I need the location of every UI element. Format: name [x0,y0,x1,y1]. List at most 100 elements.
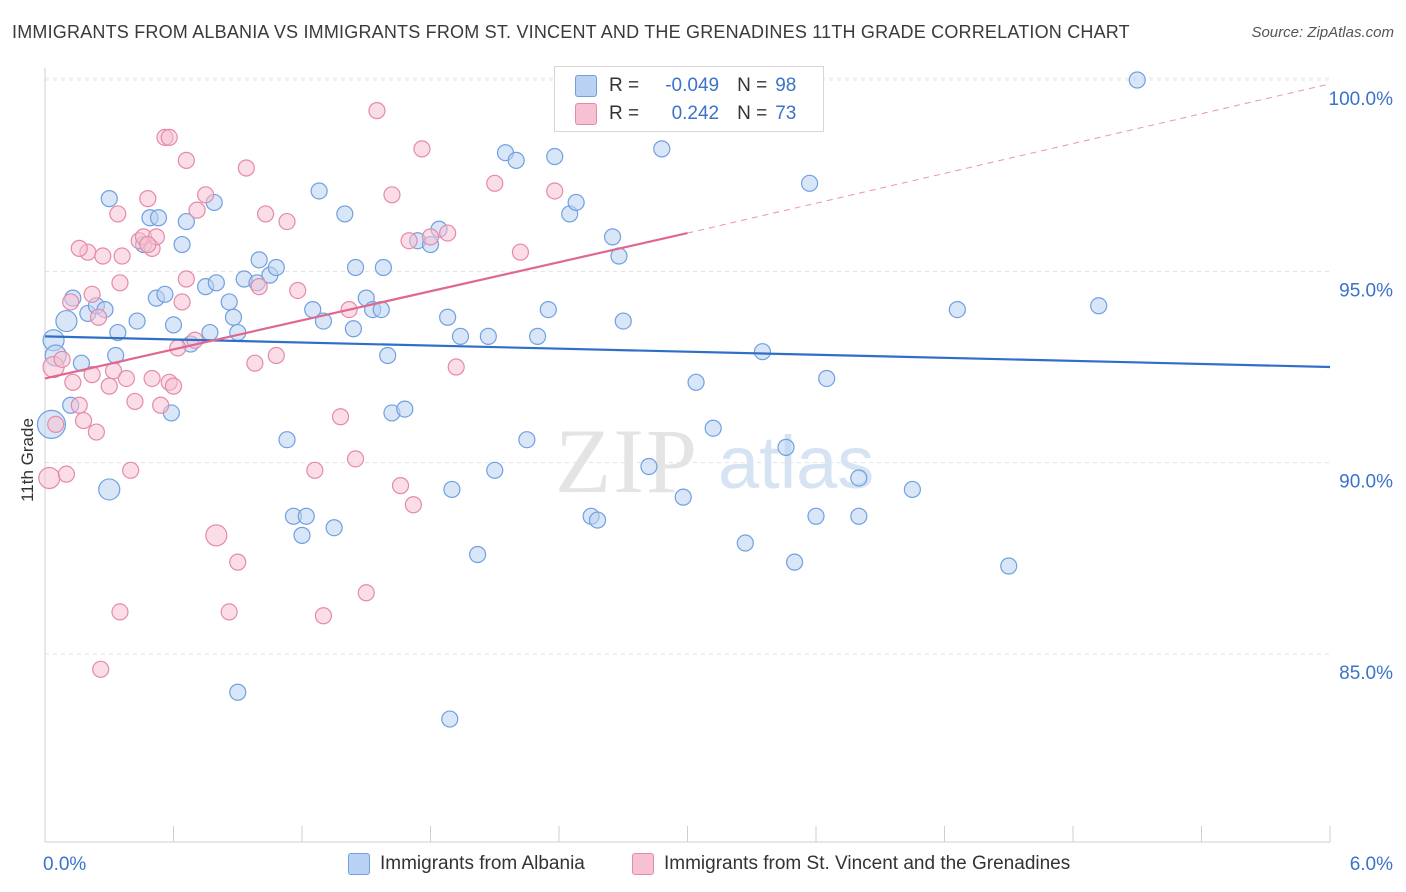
data-point [267,346,285,365]
data-point [903,480,921,499]
bottom-legend-albania: Immigrants from Albania [348,852,585,876]
data-point [177,270,195,288]
data-point [62,293,80,311]
data-point [220,603,238,621]
y-tick-label: 95.0% [1339,280,1393,301]
data-point [229,683,247,701]
r-value: -0.049 [665,75,720,96]
data-point [122,461,140,479]
data-point [278,212,296,231]
data-point [246,354,264,372]
r-value: 0.242 [671,103,720,124]
data-point [100,190,118,208]
data-point [207,274,225,292]
y-axis-title: 11th Grade [18,418,37,502]
stvincent-legend-label: Immigrants from St. Vincent and the Gren… [664,853,1071,874]
data-point [421,228,440,246]
data-point [149,209,168,227]
data-point [374,258,392,277]
data-point [278,431,296,449]
data-point [100,377,118,395]
data-point [74,411,93,430]
data-point [486,174,504,192]
data-point [439,308,457,326]
trend-line-albania [44,335,1331,369]
n-label: N = [737,103,768,124]
correlation-legend: R = -0.049 N = 98 R = 0.242 N = 73 [554,66,824,132]
data-point [704,419,722,437]
n-value: 98 [775,75,797,96]
data-point [87,423,106,441]
x-tick-label: 6.0% [1350,854,1393,875]
data-point [486,461,504,479]
data-point [220,293,238,311]
data-point [70,396,88,414]
data-point [92,660,110,678]
data-point [306,461,324,479]
data-point [109,205,127,223]
data-point [736,534,754,552]
data-point [164,377,183,395]
data-point [83,366,101,384]
data-point [653,140,671,158]
data-point [396,400,414,418]
data-point [156,285,174,303]
data-point [188,201,206,219]
data-point [55,309,78,333]
data-point [64,373,82,391]
data-point [57,465,76,483]
data-point [1090,297,1108,315]
y-tick-label: 90.0% [1339,472,1393,493]
data-point [344,320,362,338]
data-point [379,346,397,365]
data-point [800,174,819,192]
data-point [948,301,966,319]
data-point [546,147,564,166]
data-point [160,128,178,146]
watermark-atlas: atlas [718,421,874,504]
data-point [177,212,195,231]
data-point [850,469,868,487]
stvincent-legend-swatch [632,853,654,875]
data-point [439,224,457,242]
r-label: R = [609,103,640,124]
data-point [346,450,365,468]
data-point [674,488,692,506]
data-point [47,415,65,433]
data-point [111,274,129,292]
data-point [139,190,157,208]
data-point [152,396,170,414]
data-point [70,239,88,257]
data-point [413,140,431,158]
data-point [98,478,121,501]
data-point [451,327,470,345]
y-tick-label: 100.0% [1329,89,1394,110]
data-point [237,159,255,177]
bottom-legend-stvincent: Immigrants from St. Vincent and the Gren… [632,852,1070,876]
data-point [640,457,658,476]
data-point [441,710,459,728]
data-point [391,477,410,495]
data-point [229,553,247,571]
data-point [197,186,215,204]
x-tick-label: 0.0% [43,854,86,875]
trend-line-stvincent [44,231,688,380]
data-point [128,312,146,330]
data-point [111,603,129,621]
data-point [143,369,161,388]
n-label: N = [737,75,768,96]
data-point [250,278,268,296]
data-point [383,186,401,204]
data-point [1128,71,1146,89]
data-point [250,251,268,269]
data-point [173,293,191,311]
data-point [256,205,275,223]
data-point [38,466,61,490]
data-point [331,408,350,426]
albania-legend-label: Immigrants from Albania [380,853,585,874]
chart-source: Source: ZipAtlas.com [1251,24,1394,41]
legend-row-albania: R = -0.049 N = 98 [575,72,796,100]
watermark-zip: ZIP [555,410,699,512]
y-tick-label: 85.0% [1339,663,1393,684]
